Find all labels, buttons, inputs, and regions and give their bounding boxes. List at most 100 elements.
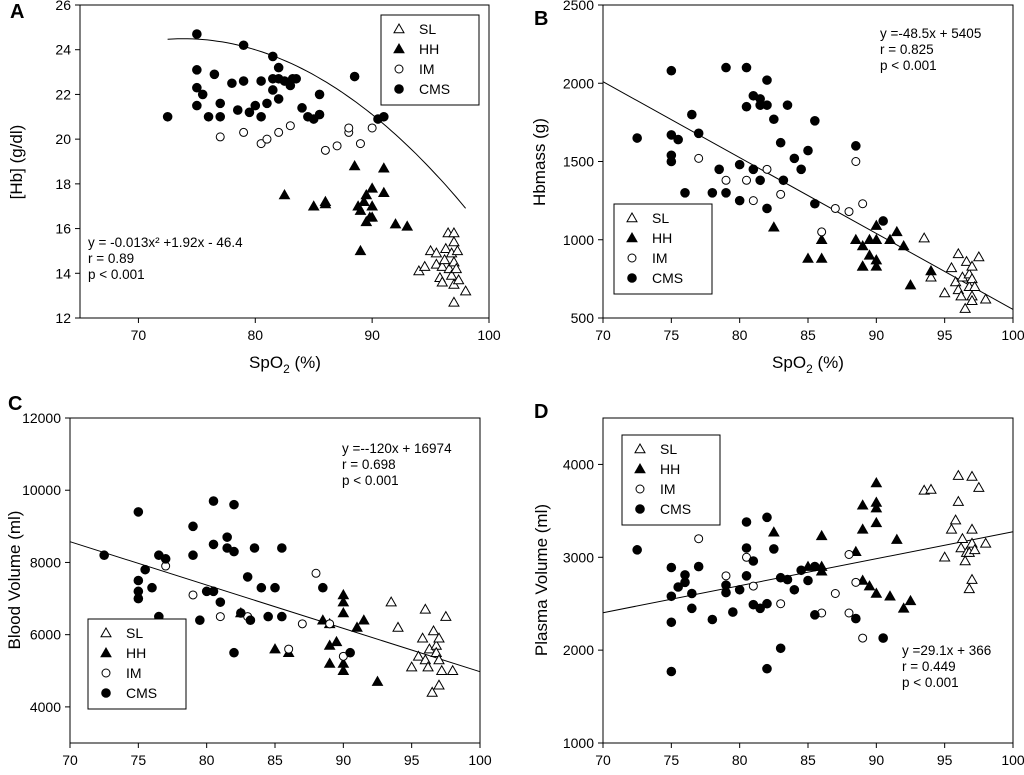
data-point-hh <box>802 252 814 263</box>
legend-label-hh: HH <box>126 645 146 661</box>
data-point-cms <box>238 76 249 86</box>
data-point-sl <box>422 661 434 672</box>
data-point-sl <box>430 646 443 657</box>
data-point-hh <box>890 533 903 544</box>
series-sl <box>385 596 459 697</box>
series-sl <box>918 232 992 313</box>
x-tick-label: 100 <box>468 752 492 768</box>
data-point-cms <box>666 65 677 76</box>
data-point-cms <box>762 512 772 523</box>
data-point-sl <box>416 632 429 643</box>
data-point-cms <box>250 100 261 111</box>
data-point-hh <box>897 602 910 613</box>
data-point-cms <box>721 62 731 73</box>
data-point-hh <box>337 596 350 607</box>
data-point-im <box>830 203 840 213</box>
data-point-cms <box>273 94 284 104</box>
legend-label-im: IM <box>652 250 668 266</box>
data-point-cms <box>796 565 806 576</box>
data-point-cms <box>256 76 266 86</box>
data-point-sl <box>955 290 967 301</box>
x-tick-label: 90 <box>869 752 885 768</box>
data-point-hh <box>884 233 896 244</box>
y-tick-label: 24 <box>55 42 71 58</box>
data-point-im <box>742 175 751 185</box>
data-point-cms <box>666 666 677 677</box>
data-point-cms <box>379 111 389 122</box>
x-tick-label: 70 <box>595 752 611 768</box>
y-tick-label: 12 <box>55 310 71 326</box>
legend-label-cms: CMS <box>652 270 683 286</box>
data-point-hh <box>904 594 917 606</box>
legend-label-cms: CMS <box>126 685 157 701</box>
data-point-im <box>830 589 840 598</box>
data-point-sl <box>956 532 969 543</box>
data-point-hh <box>904 279 917 290</box>
y-tick-label: 2500 <box>563 0 594 13</box>
x-tick-label: 100 <box>477 327 501 343</box>
data-point-sl <box>433 632 445 643</box>
data-point-hh <box>925 265 937 276</box>
data-point-cms <box>769 544 779 554</box>
data-point-hh <box>856 240 869 251</box>
legend-marker-im <box>627 253 637 263</box>
data-point-sl <box>430 258 443 269</box>
data-point-cms <box>227 78 237 89</box>
data-point-im <box>748 196 758 206</box>
data-point-hh <box>307 200 320 211</box>
data-point-cms <box>775 137 786 148</box>
data-point-cms <box>741 543 752 553</box>
data-point-sl <box>430 247 443 258</box>
data-point-cms <box>242 572 253 582</box>
legend-label-hh: HH <box>660 461 680 477</box>
data-point-cms <box>215 597 226 607</box>
data-point-cms <box>208 496 219 506</box>
data-point-sl <box>419 603 432 614</box>
data-point-sl <box>459 285 472 296</box>
panel-letter: D <box>534 401 548 423</box>
legend-marker-im <box>101 668 111 678</box>
x-tick-label: 80 <box>732 752 748 768</box>
data-point-hh <box>278 189 291 200</box>
y-tick-label: 8000 <box>30 554 61 570</box>
data-point-cms <box>666 617 677 628</box>
data-point-hh <box>323 657 336 668</box>
data-point-sl <box>979 293 992 304</box>
data-point-sl <box>952 495 965 506</box>
y-tick-label: 10000 <box>22 482 61 498</box>
data-point-cms <box>197 89 208 100</box>
data-point-sl <box>452 273 465 285</box>
x-tick-label: 85 <box>267 752 283 768</box>
data-point-sl <box>426 686 439 697</box>
data-point-cms <box>878 633 888 643</box>
data-point-hh <box>767 526 780 537</box>
data-point-cms <box>188 521 198 532</box>
data-point-cms <box>195 615 205 626</box>
data-point-cms <box>236 608 246 618</box>
data-point-cms <box>755 603 765 614</box>
data-point-sl <box>960 255 973 266</box>
data-point-sl <box>385 596 398 607</box>
data-point-sl <box>938 286 951 298</box>
data-point-sl <box>938 551 951 562</box>
series-sl <box>413 227 472 307</box>
y-tick-label: 18 <box>55 176 71 192</box>
data-point-sl <box>446 664 459 676</box>
legend-marker-cms <box>627 273 637 283</box>
data-point-cms <box>666 156 677 167</box>
y-tick-label: 4000 <box>563 456 594 472</box>
legend: SL HH IM CMS <box>621 434 721 526</box>
data-point-hh <box>815 252 828 263</box>
stats-annotation: p < 0.001 <box>880 58 937 73</box>
data-point-hh <box>870 502 883 513</box>
data-point-hh <box>319 197 332 209</box>
x-axis-title-suffix: (%) <box>813 353 844 372</box>
data-point-hh <box>870 260 883 271</box>
legend: SL HH IM CMS <box>613 203 713 295</box>
legend-marker-hh <box>100 646 112 658</box>
y-tick-label: 14 <box>55 265 71 281</box>
panel-c: C7075808590951004000600080001000012000Sp… <box>5 393 492 768</box>
data-point-hh <box>849 233 862 244</box>
data-point-im <box>311 568 321 578</box>
y-tick-label: 2000 <box>563 75 594 91</box>
